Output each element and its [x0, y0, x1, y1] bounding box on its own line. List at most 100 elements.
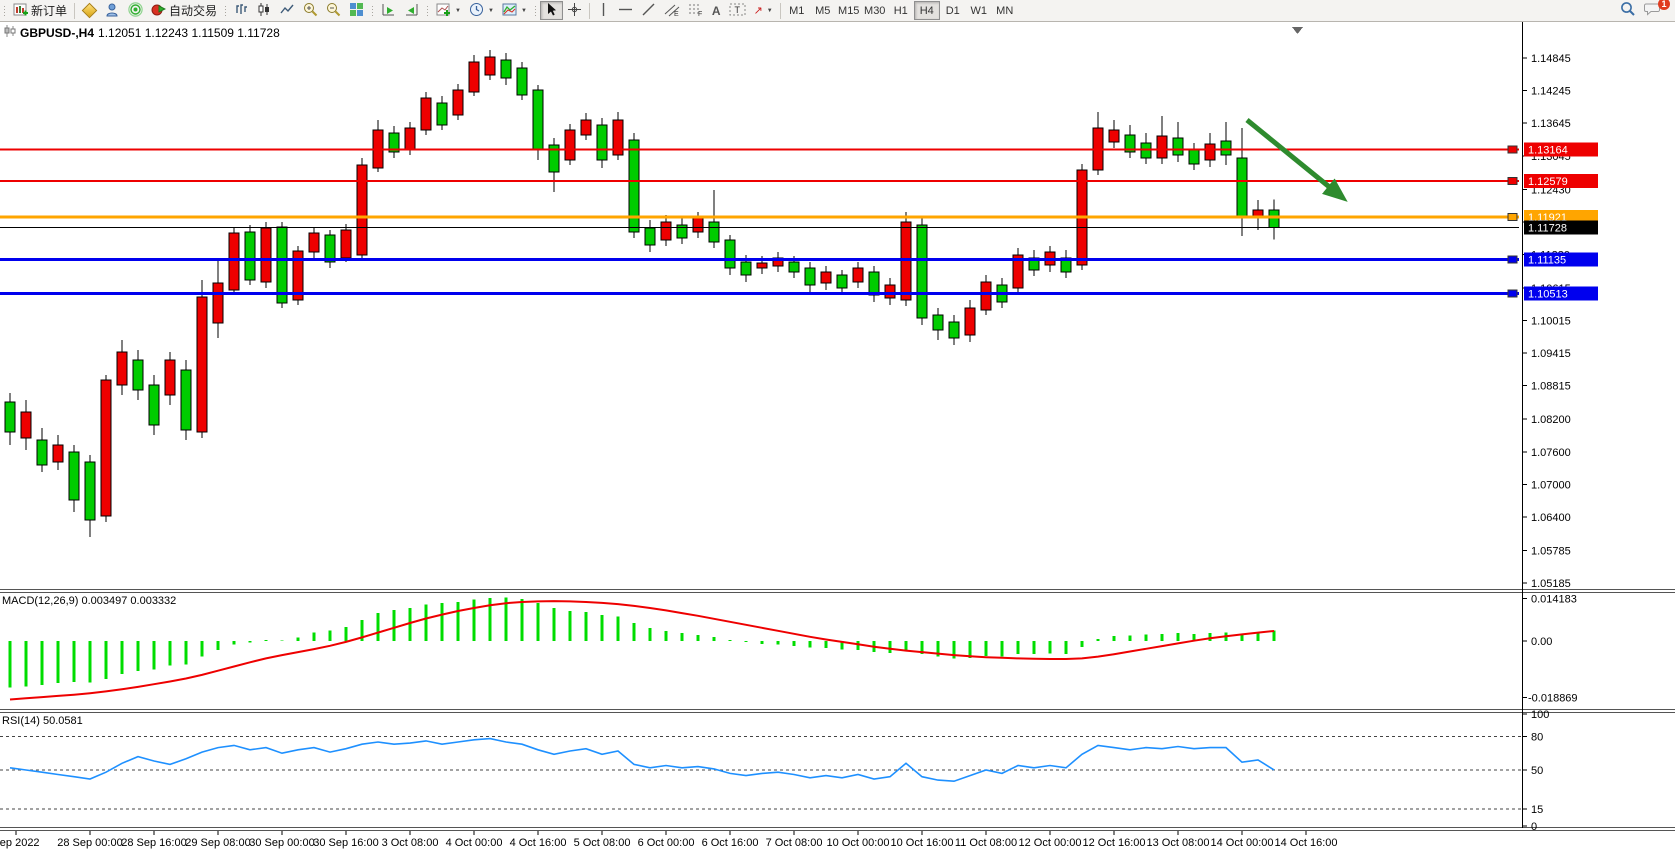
svg-text:F: F — [698, 11, 702, 17]
signals-button[interactable] — [124, 1, 147, 20]
candle — [916, 224, 928, 319]
candle — [964, 307, 976, 336]
svg-text:1.05785: 1.05785 — [1531, 545, 1571, 557]
toolbar-grip[interactable] — [425, 3, 431, 18]
divider — [588, 2, 590, 19]
candle — [724, 239, 736, 269]
candle — [740, 261, 752, 276]
candle — [340, 229, 352, 259]
auto-trading-button[interactable]: 自动交易 — [147, 1, 221, 20]
chat-button[interactable]: 1 — [1640, 0, 1670, 20]
svg-text:1.06400: 1.06400 — [1531, 512, 1571, 524]
crosshair-button[interactable] — [563, 1, 586, 20]
candle — [628, 139, 640, 233]
zoom-out-button[interactable] — [322, 1, 345, 20]
rsi-line — [9, 737, 1275, 783]
toolbar-grip[interactable] — [370, 3, 376, 18]
candle — [132, 359, 144, 391]
label-tool-button[interactable]: T — [725, 1, 750, 20]
market-watch-button[interactable] — [78, 1, 101, 20]
hline-1.11135[interactable]: 1.11135 — [0, 252, 1598, 267]
svg-text:14 Oct 00:00: 14 Oct 00:00 — [1211, 837, 1274, 849]
vertical-line-icon — [597, 2, 610, 20]
auto-trading-label: 自动交易 — [169, 4, 218, 18]
candle — [516, 67, 528, 96]
timeframe-M1[interactable]: M1 — [784, 1, 810, 20]
candle — [228, 232, 240, 291]
bar-chart-button[interactable] — [230, 1, 253, 20]
arrows-tool-button[interactable]: ↗ ▼ — [750, 1, 777, 20]
toolbar-grip[interactable] — [2, 3, 7, 18]
pane-separators[interactable] — [0, 589, 1675, 831]
fibonacci-tool-button[interactable]: F — [684, 1, 708, 20]
chart-shift-marker[interactable] — [1292, 27, 1303, 34]
horizontal-line-tool-button[interactable] — [614, 1, 637, 20]
dropdown-caret: ▼ — [487, 7, 494, 14]
candle — [452, 89, 464, 116]
candle — [548, 144, 560, 173]
trendline-tool-button[interactable] — [637, 1, 660, 20]
new-order-button[interactable]: 新订单 — [9, 1, 71, 20]
svg-text:1.09415: 1.09415 — [1531, 348, 1571, 360]
svg-text:1.05185: 1.05185 — [1531, 578, 1571, 590]
candle — [612, 119, 624, 156]
hline-1.11728[interactable]: 1.11728 — [0, 220, 1598, 235]
timeframe-D1[interactable]: D1 — [940, 1, 966, 20]
hline-1.13164[interactable]: 1.13164 — [0, 142, 1598, 157]
channel-tool-button[interactable]: E — [660, 1, 684, 20]
candle — [276, 226, 288, 304]
candle — [292, 250, 304, 301]
timeframe-W1[interactable]: W1 — [966, 1, 992, 20]
dropdown-caret: ▼ — [455, 7, 461, 14]
candle — [436, 102, 448, 126]
svg-text:1.13645: 1.13645 — [1531, 118, 1571, 130]
candle — [180, 369, 192, 431]
candle — [532, 89, 544, 151]
periods-button[interactable]: ▼ — [465, 1, 498, 20]
toolbar-grip[interactable] — [532, 3, 538, 18]
hline-1.10513[interactable]: 1.10513 — [0, 286, 1598, 301]
svg-text:1.13164: 1.13164 — [1528, 144, 1568, 156]
timeframe-M5[interactable]: M5 — [810, 1, 836, 20]
timeframe-M15[interactable]: M15 — [836, 1, 862, 20]
annotation-arrow[interactable] — [1245, 118, 1348, 202]
candle-chart-button[interactable] — [253, 1, 276, 20]
svg-text:-0.018869: -0.018869 — [1528, 693, 1578, 705]
candle — [836, 274, 848, 289]
label-tool-icon: T — [729, 2, 746, 20]
candle — [692, 217, 704, 233]
auto-scroll-button[interactable] — [377, 1, 400, 20]
timeframe-H4[interactable]: H4 — [913, 1, 940, 20]
vertical-line-tool-button[interactable] — [593, 1, 614, 20]
indicators-button[interactable]: ▼ — [432, 1, 465, 20]
timeframe-MN[interactable]: MN — [992, 1, 1018, 20]
toolbar-grip[interactable] — [223, 3, 229, 18]
hline-1.12579[interactable]: 1.12579 — [0, 174, 1598, 189]
tile-windows-button[interactable] — [345, 1, 368, 20]
zoom-out-icon — [326, 2, 341, 20]
svg-text:1.07600: 1.07600 — [1531, 447, 1571, 459]
svg-text:4 Oct 00:00: 4 Oct 00:00 — [446, 837, 503, 849]
templates-button[interactable]: ▼ — [498, 1, 531, 20]
candle — [196, 296, 208, 433]
search-button[interactable] — [1616, 1, 1640, 20]
cursor-button[interactable] — [539, 1, 563, 20]
navigator-button[interactable] — [101, 1, 124, 20]
candle — [52, 444, 64, 463]
hline-1.11921[interactable]: 1.11921 — [0, 209, 1598, 224]
line-chart-button[interactable] — [276, 1, 299, 20]
svg-text:1.10015: 1.10015 — [1531, 316, 1571, 328]
bar-chart-icon — [234, 2, 249, 20]
chart-shift-button[interactable] — [400, 1, 423, 20]
timeframe-M30[interactable]: M30 — [862, 1, 888, 20]
svg-text:15: 15 — [1531, 804, 1543, 816]
zoom-in-button[interactable] — [299, 1, 322, 20]
timeframe-H1[interactable]: H1 — [888, 1, 914, 20]
chart-title: GBPUSD-,H4 1.12051 1.12243 1.11509 1.117… — [4, 25, 280, 40]
text-tool-button[interactable]: A — [708, 1, 725, 20]
candle — [1188, 149, 1200, 165]
text-tool-icon: A — [711, 3, 721, 18]
candle — [884, 284, 896, 299]
